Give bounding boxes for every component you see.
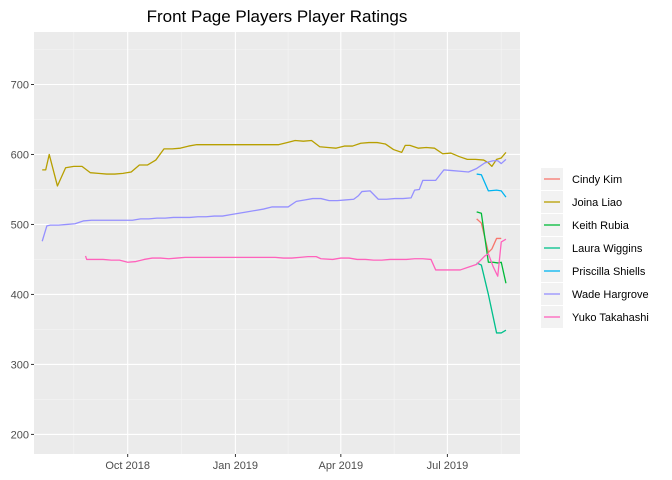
y-tick-label: 200 — [11, 429, 29, 441]
legend-label-laura-wiggins: Laura Wiggins — [572, 243, 643, 255]
legend-label-priscilla-shiells: Priscilla Shiells — [572, 266, 646, 278]
x-tick-label: Oct 2018 — [105, 460, 150, 472]
legend-label-joina-liao: Joina Liao — [572, 197, 622, 209]
legend-label-keith-rubia: Keith Rubia — [572, 220, 630, 232]
y-tick-label: 300 — [11, 359, 29, 371]
x-axis: Oct 2018 Jan 2019 Apr 2019 Jul 2019 — [105, 454, 468, 472]
series-line-laura-wiggins — [476, 262, 507, 334]
series-line-keith-rubia — [476, 211, 507, 284]
y-tick-label: 500 — [11, 219, 29, 231]
legend-label-cindy-kim: Cindy Kim — [572, 174, 622, 186]
series-line-yuko-takahashi — [84, 238, 507, 277]
y-tick-label: 600 — [11, 149, 29, 161]
legend-label-yuko-takahashi: Yuko Takahashi — [572, 312, 649, 324]
y-tick-label: 400 — [11, 289, 29, 301]
plot-panel — [34, 32, 520, 454]
legend: Cindy Kim Joina Liao Keith Rubia Laura Wigg… — [541, 168, 649, 328]
series-line-cindy-kim — [476, 218, 502, 254]
series-line-joina-liao — [42, 139, 507, 187]
series-line-wade-hargrove — [41, 158, 507, 242]
legend-label-wade-hargrove: Wade Hargrove — [572, 289, 649, 301]
grid-major — [34, 32, 520, 454]
chart-title: Front Page Players Player Ratings — [147, 7, 408, 26]
x-tick-label: Jul 2019 — [427, 460, 469, 472]
x-tick-label: Apr 2019 — [318, 460, 363, 472]
y-axis: 200 300 400 500 600 700 — [11, 79, 34, 441]
series-layer — [41, 139, 507, 334]
series-line-priscilla-shiells — [476, 173, 507, 198]
y-tick-label: 700 — [11, 79, 29, 91]
x-tick-label: Jan 2019 — [213, 460, 258, 472]
